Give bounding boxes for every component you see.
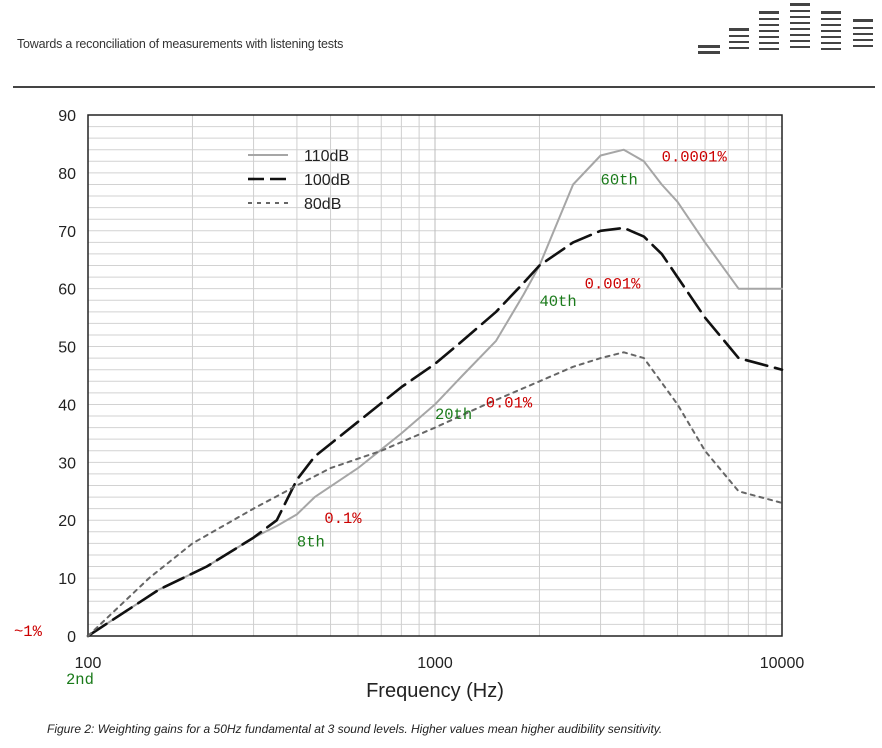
- y-tick-label: 90: [58, 108, 76, 125]
- y-tick-label: 60: [58, 282, 76, 299]
- y-tick-label: 50: [58, 340, 76, 357]
- y-tick-label: 40: [58, 397, 76, 414]
- x-tick-label: 10000: [760, 655, 805, 672]
- legend-label: 100dB: [304, 172, 350, 189]
- x-tick-label: 100: [75, 655, 102, 672]
- header-title: Towards a reconciliation of measurements…: [17, 37, 344, 51]
- axes: 0 10 20 30 40 50 60 70 80 90 100 1000 10000 Frequency…: [58, 108, 804, 702]
- equalizer-logo-icon: [698, 3, 873, 54]
- y-tick-label: 70: [58, 224, 76, 241]
- x-tick-label: 1000: [417, 655, 453, 672]
- annotation-label: 40th: [539, 293, 576, 311]
- series-line-80dB: [87, 351, 783, 637]
- annotation-label: 60th: [601, 171, 638, 189]
- annotation-label: 0.0001%: [662, 148, 728, 166]
- annotation-label: 0.1%: [324, 510, 362, 528]
- y-tick-label: 80: [58, 166, 76, 183]
- annotation-label: 20th: [435, 406, 472, 424]
- legend-label: 80dB: [304, 196, 341, 213]
- y-tick-label: 30: [58, 455, 76, 472]
- legend-label: 110dB: [304, 148, 349, 165]
- figure-caption: Figure 2: Weighting gains for a 50Hz fun…: [47, 722, 663, 736]
- weighting-gain-chart: 0 10 20 30 40 50 60 70 80 90 100 1000 10000 Frequency…: [14, 108, 804, 702]
- annotation-label: 8th: [297, 533, 325, 551]
- legend: 110dB 100dB 80dB: [248, 148, 350, 213]
- series-line-110dB: [87, 148, 783, 637]
- header-rule: [13, 86, 875, 88]
- annotation-label: ~1%: [14, 623, 43, 641]
- y-tick-label: 20: [58, 513, 76, 530]
- annotation-label: 0.001%: [585, 276, 642, 294]
- annotation-label: 2nd: [66, 671, 94, 689]
- plot-frame: [87, 114, 783, 637]
- series-group: [86, 148, 784, 638]
- annotations: ~1% 2nd 0.1% 8th 0.01% 20th 0.001% 40th 0.0001% 6…: [14, 148, 727, 689]
- annotation-label: 0.01%: [486, 394, 533, 412]
- y-tick-label: 10: [58, 571, 76, 588]
- series-line-100dB: [86, 226, 784, 638]
- x-axis-title: Frequency (Hz): [366, 680, 504, 702]
- grid: [88, 114, 782, 636]
- y-tick-label: 0: [67, 629, 76, 646]
